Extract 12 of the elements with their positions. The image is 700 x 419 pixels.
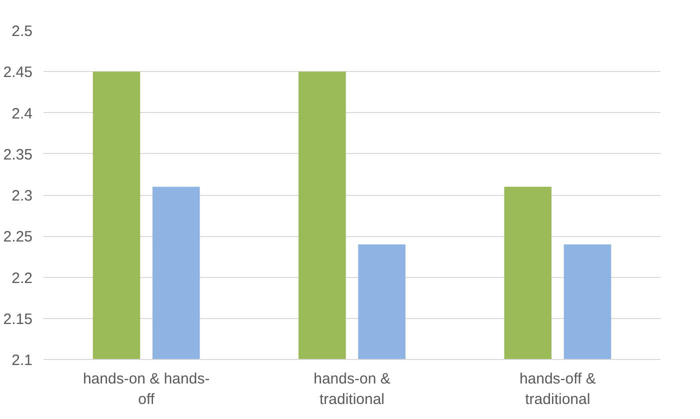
y-tick-label: 2.2 xyxy=(12,270,33,287)
x-tick-label: hands-on & hands-off xyxy=(82,370,210,408)
y-tick-label: 2.1 xyxy=(12,352,33,369)
y-tick-label: 2.4 xyxy=(12,105,33,122)
y-tick-label: 2.15 xyxy=(3,310,33,328)
y-tick-label: 2.25 xyxy=(3,228,33,246)
x-tick-label: hands-off & traditional xyxy=(519,370,596,408)
y-tick-label: 2.35 xyxy=(3,146,33,164)
x-tick-label: hands-on & traditional xyxy=(314,370,390,408)
y-tick-label: 2.3 xyxy=(12,188,33,204)
y-tick-label: 2.45 xyxy=(3,64,33,82)
y-tick-label: 2.5 xyxy=(12,23,33,40)
